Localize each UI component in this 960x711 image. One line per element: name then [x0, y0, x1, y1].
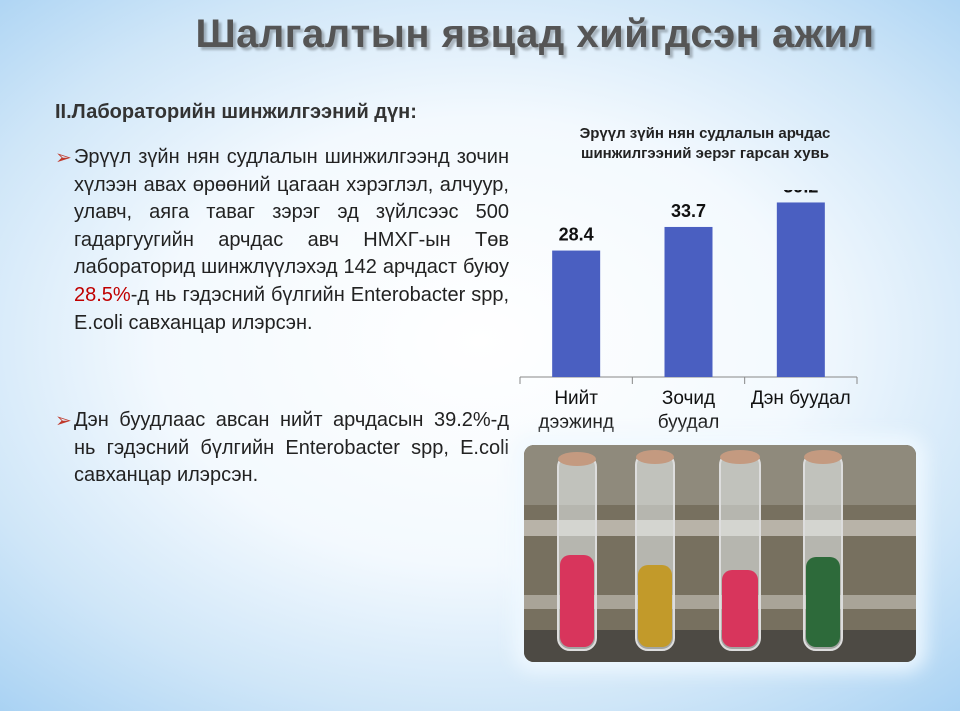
slide-title: Шалгалтын явцад хийгдсэн ажил	[195, 12, 875, 56]
category-label: дээжинд	[538, 412, 614, 433]
data-label: 39.2	[783, 190, 818, 196]
test-tubes-illustration	[524, 445, 916, 662]
data-label: 28.4	[559, 225, 594, 245]
bar	[664, 226, 713, 377]
bar	[552, 250, 601, 377]
bullet-text-part: -д нь гэдэсний бүлгийн Enterobacter spp,…	[74, 283, 509, 334]
section-heading: II.Лабораторийн шинжилгээний дүн:	[55, 101, 417, 123]
chart-title: Эрүүл зүйн нян судлалын арчдас шинжилгээ…	[579, 125, 831, 162]
data-label: 33.7	[671, 201, 706, 221]
arrow-bullet-icon: ➢	[55, 410, 72, 432]
category-label: Дэн буудал	[751, 388, 851, 409]
bullet-text-part: Эрүүл зүйн нян судлалын шинжилгээнд зочи…	[74, 146, 509, 279]
bar	[776, 202, 825, 377]
arrow-bullet-icon: ➢	[55, 147, 72, 169]
bullet-item: ➢ Эрүүл зүйн нян судлалын шинжилгээнд зо…	[55, 144, 509, 337]
bar-chart: 28.4 Нийт дээжинд 33.7 Зочид буудал 39.2 Дэн бу…	[519, 190, 858, 433]
category-label: Нийт	[554, 388, 598, 409]
highlight-percent: 28.5%	[74, 283, 131, 306]
bullet-text: Эрүүл зүйн нян судлалын шинжилгээнд зочи…	[74, 144, 509, 337]
category-label: буудал	[658, 412, 720, 433]
bullet-item: ➢ Дэн буудлаас авсан нийт арчдасын 39.2%…	[55, 407, 509, 490]
test-tubes-photo	[524, 445, 916, 662]
bullet-text: Дэн буудлаас авсан нийт арчдасын 39.2%-д…	[74, 409, 509, 487]
category-label: Зочид	[662, 388, 715, 409]
